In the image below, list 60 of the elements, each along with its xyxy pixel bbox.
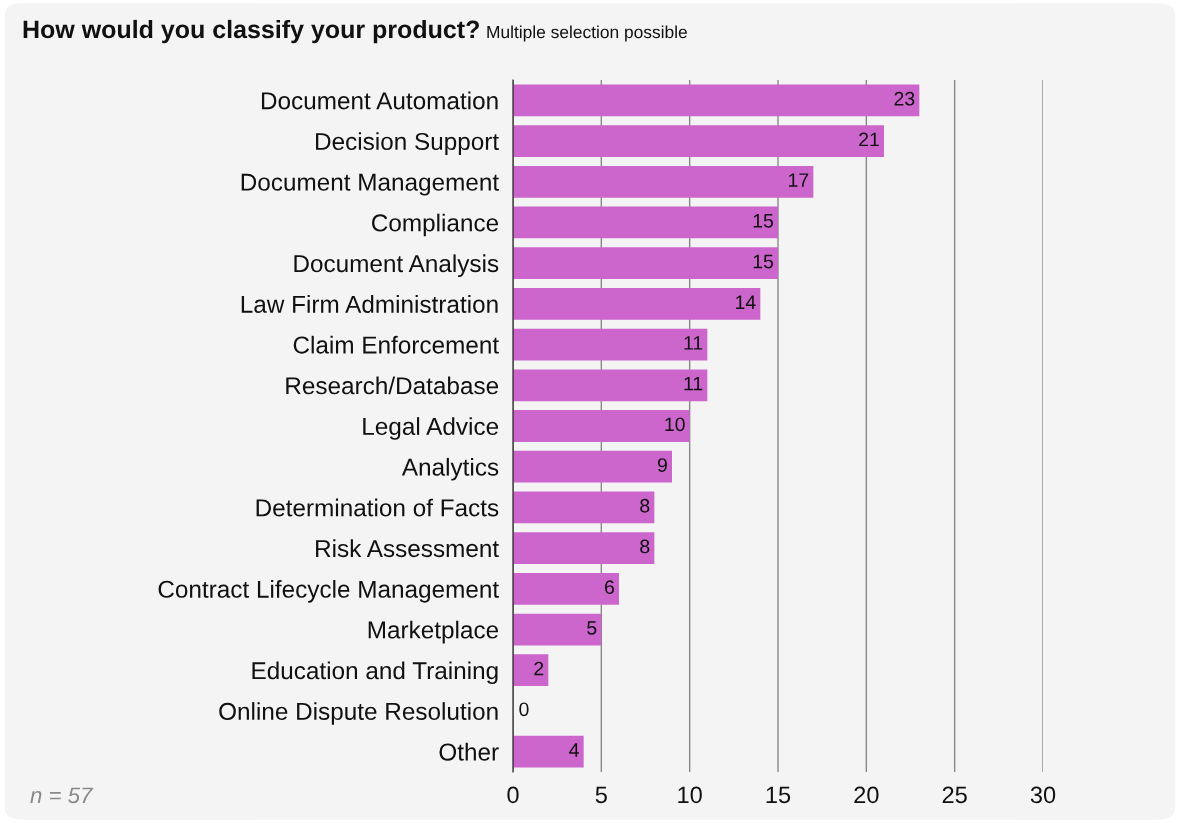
y-tick-label: Compliance xyxy=(372,213,499,237)
bar xyxy=(513,125,884,157)
data-label: 4 xyxy=(569,743,579,757)
y-tick-label: Other xyxy=(439,742,499,761)
y-tick-label: Document Analysis xyxy=(294,254,499,278)
data-label: 8 xyxy=(640,539,650,554)
x-tick-label: 20 xyxy=(854,786,879,804)
bar xyxy=(513,84,920,117)
x-tick-label: 25 xyxy=(942,786,967,804)
y-tick-label: Marketplace xyxy=(368,620,499,644)
bar xyxy=(513,288,761,320)
data-label: 21 xyxy=(859,132,879,147)
bar xyxy=(513,735,584,768)
x-tick-label: 30 xyxy=(1030,786,1056,804)
bar xyxy=(513,369,708,402)
bar xyxy=(513,491,655,524)
data-label: 8 xyxy=(640,498,650,513)
data-label: 15 xyxy=(753,214,774,228)
data-label: 6 xyxy=(605,580,614,595)
chart-subtitle: Multiple selection possible xyxy=(487,25,687,42)
y-tick-label: Contract Lifecycle Management xyxy=(158,580,499,603)
bar xyxy=(513,410,690,442)
y-tick-label: Determination of Facts xyxy=(256,498,499,517)
data-label: 14 xyxy=(736,295,756,309)
x-tick-label: 10 xyxy=(678,786,702,804)
text: n = 57 xyxy=(30,787,94,804)
data-label: 15 xyxy=(753,254,774,269)
y-tick-label: Research/Database xyxy=(286,376,499,395)
data-label: 17 xyxy=(789,173,809,187)
x-tick-label: 5 xyxy=(595,786,607,804)
y-tick-label: Decision Support xyxy=(316,132,499,155)
y-tick-label: Law Firm Administration xyxy=(241,295,498,313)
y-tick-label: Analytics xyxy=(401,457,499,481)
y-tick-label: Education and Training xyxy=(252,661,498,685)
bar xyxy=(513,613,602,646)
y-tick-label: Risk Assessment xyxy=(316,539,499,558)
y-tick-label: Online Dispute Resolution xyxy=(219,702,498,725)
data-label: 23 xyxy=(894,91,915,106)
bar xyxy=(513,165,814,198)
y-tick-label: Claim Enforcement xyxy=(293,335,499,354)
bar xyxy=(513,450,672,483)
bar xyxy=(513,572,619,605)
bar xyxy=(513,247,778,280)
y-tick-label: Document Automation xyxy=(261,91,498,110)
text: How would you classify your product? xyxy=(23,19,479,44)
y-tick-label: Document Management xyxy=(241,173,499,196)
data-label: 10 xyxy=(665,417,685,432)
bar xyxy=(513,532,655,564)
data-label: 9 xyxy=(657,458,667,472)
x-tick-label: 15 xyxy=(766,786,791,804)
data-label: 11 xyxy=(684,336,703,350)
data-label: 0 xyxy=(519,702,529,717)
y-tick-label: Legal Advice xyxy=(363,417,499,440)
data-label: 2 xyxy=(534,661,544,676)
data-label: 11 xyxy=(684,376,703,391)
data-label: 5 xyxy=(587,621,597,635)
bar xyxy=(513,206,778,239)
x-tick-label: 0 xyxy=(507,786,519,804)
bar xyxy=(513,654,549,687)
bar xyxy=(513,328,708,361)
